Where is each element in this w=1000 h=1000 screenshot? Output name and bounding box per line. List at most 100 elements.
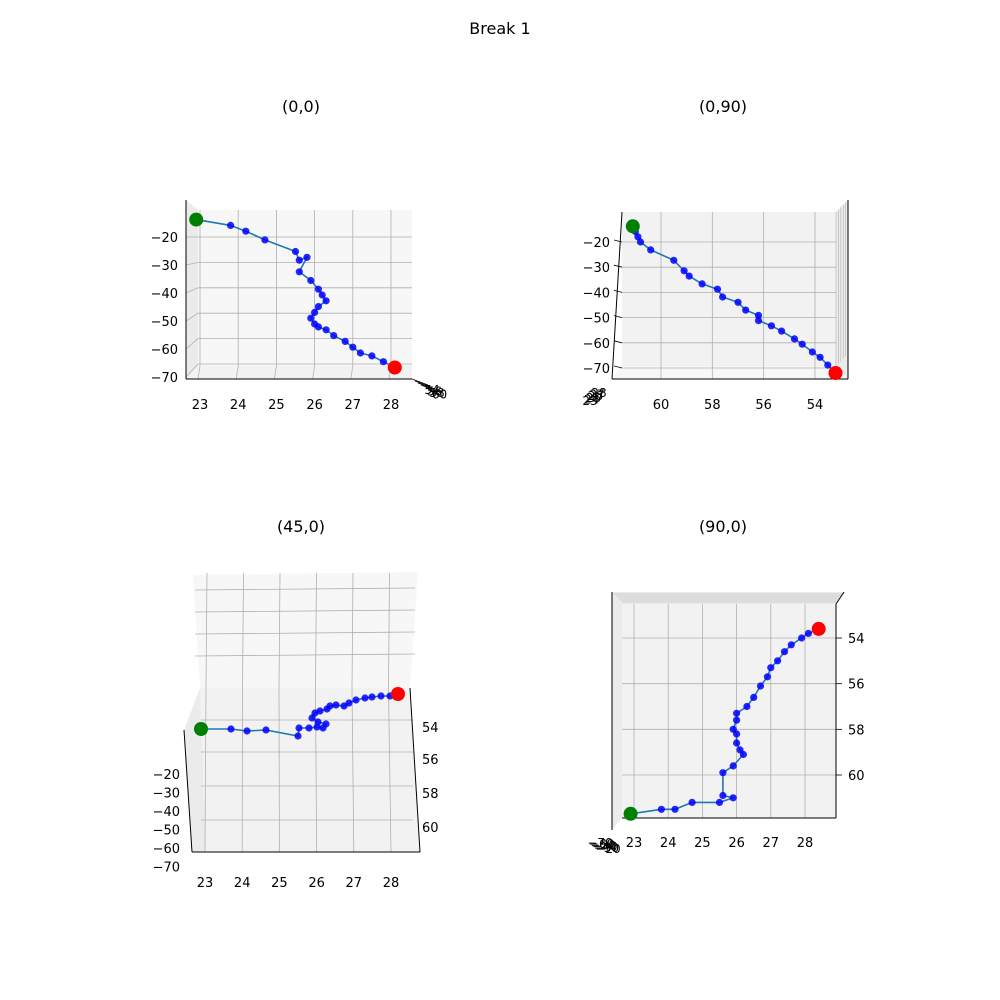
trajectory-point (322, 297, 330, 305)
gridline (312, 365, 315, 380)
y-tick-label: 56 (755, 398, 772, 413)
trajectory-point (332, 701, 340, 709)
trajectory-point (356, 349, 364, 357)
trajectory-point (804, 629, 813, 638)
trajectory-point (824, 361, 832, 369)
z-tick-label: −60 (151, 343, 178, 358)
trajectory-point (790, 335, 799, 343)
subplot-45-0: (45,0) 54 56 58 60 23 24 25 26 27 28 −20 −30 −40 −50 −6… (153, 517, 439, 891)
gridline (185, 312, 199, 322)
trajectory-point (377, 692, 385, 700)
gridline (185, 262, 199, 266)
floor-pane (200, 688, 420, 852)
trajectory-point (733, 709, 741, 717)
trajectory-point (242, 227, 250, 235)
subplot-title: (90,0) (699, 517, 747, 536)
depth-tick-label: 58 (429, 386, 444, 400)
trajectory-point (316, 707, 324, 715)
gridline (185, 338, 199, 350)
depth-tick-label: −50 (591, 838, 616, 852)
depth-tick-label: 27 (590, 388, 605, 402)
y-tick-label: 54 (848, 632, 865, 647)
depth-axis-tick (414, 380, 432, 388)
gridline (185, 363, 199, 378)
trajectory-point (295, 724, 303, 732)
x-tick-label: 28 (797, 836, 814, 851)
gridline (242, 572, 244, 689)
trajectory-point (352, 696, 360, 704)
y-tick-label: 58 (848, 723, 865, 738)
z-tick-label: −30 (153, 787, 180, 802)
trajectory-point (295, 268, 303, 276)
trajectory-point (729, 725, 737, 733)
trajectory-point (305, 724, 313, 732)
trajectory-point (368, 693, 376, 701)
z-tick-label: −40 (151, 287, 178, 302)
trajectory-point (314, 718, 322, 726)
trajectory-point (698, 280, 706, 288)
trajectory-point (291, 247, 300, 256)
trajectory-point (322, 720, 330, 728)
trajectory-point (767, 664, 775, 672)
depth-axis-tick (417, 382, 435, 390)
trajectory-point (798, 634, 806, 642)
z-tick-label: −70 (151, 371, 178, 386)
trajectory-point (787, 641, 795, 649)
gridline (274, 365, 277, 380)
start-point (194, 722, 208, 736)
trajectory-point (294, 732, 302, 740)
gridline (350, 365, 354, 380)
x-tick-label: 27 (763, 836, 780, 851)
gridline (204, 687, 207, 853)
x-tick-label: 28 (383, 876, 400, 891)
z-tick-label: −70 (153, 861, 180, 876)
trajectory-point (713, 285, 722, 293)
y-tick-label: 56 (422, 753, 439, 768)
z-tick (613, 290, 623, 293)
trajectory-point (763, 673, 772, 681)
trajectory-point (729, 794, 737, 802)
subplot-90-0: (90,0) 23 24 25 26 27 28 54 56 58 60 −70−60−50−40−3… (587, 517, 864, 856)
y-axis-line (409, 687, 421, 853)
x-tick-label: 23 (192, 398, 209, 413)
trajectory-point (243, 727, 251, 735)
trajectory-point (227, 221, 235, 229)
depth-axis-tick (420, 384, 438, 392)
trajectory-point (295, 256, 303, 264)
trajectory-point (733, 739, 741, 747)
depth-tick-label: −60 (589, 837, 614, 851)
start-point (623, 806, 638, 821)
trajectory-point (688, 798, 696, 807)
trajectory-point (778, 327, 786, 335)
trajectory-point (303, 253, 311, 261)
gridline (197, 365, 201, 380)
end-point (828, 366, 843, 380)
side-pane (836, 200, 848, 379)
x-tick-label: 23 (626, 836, 643, 851)
x-tick-label: 24 (660, 836, 677, 851)
z-tick (613, 264, 623, 268)
trajectory-point (750, 693, 758, 702)
trajectory-point (798, 340, 806, 348)
trajectory-point (341, 337, 349, 345)
x-tick-label: 25 (271, 876, 288, 891)
trajectory-point (743, 702, 751, 711)
depth-tick-label: 28 (591, 386, 606, 400)
floor-pane (612, 366, 848, 379)
z-tick (613, 340, 623, 344)
y-tick-label: 54 (422, 721, 439, 736)
depth-tick-label: 23 (582, 394, 597, 408)
trajectory-point (636, 238, 645, 246)
trajectory-point (647, 246, 655, 254)
side-pane (186, 200, 198, 379)
gridline (315, 572, 317, 689)
end-point (391, 687, 405, 701)
subplot-0-0: (0,0) 23 24 25 26 27 28 −20 −30 −40 −50 −60 −70 54565… (151, 97, 448, 413)
depth-tick-label: −30 (594, 841, 619, 855)
gridline (388, 572, 390, 689)
z-tick-label: −20 (153, 768, 180, 783)
trajectory-point (774, 657, 782, 665)
y-tick-label: 60 (422, 821, 439, 836)
depth-tick-label: −70 (587, 836, 612, 850)
